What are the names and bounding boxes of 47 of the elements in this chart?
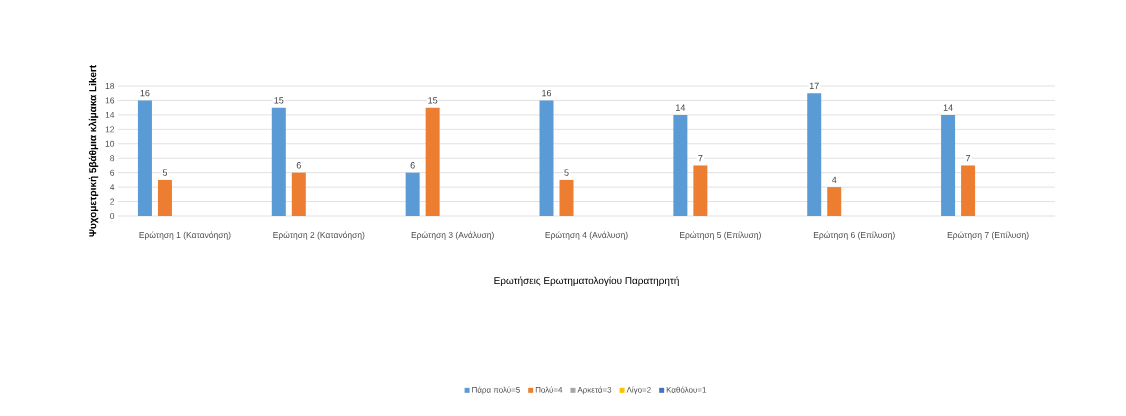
data-label: 15 xyxy=(428,97,438,104)
y-tick-label: 8 xyxy=(110,155,115,162)
data-label: 4 xyxy=(831,176,837,183)
data-label: 17 xyxy=(809,82,819,90)
y-axis-title: Ψυχομετρική 5βάθμια κλίμακα Likert xyxy=(88,65,99,237)
x-tick-label: Ερώτηση 3 (Ανάλυση) xyxy=(411,231,494,240)
y-tick-label: 2 xyxy=(110,198,115,205)
bar xyxy=(961,165,976,216)
data-label: 16 xyxy=(542,89,552,97)
y-tick-label: 12 xyxy=(105,126,115,133)
y-tick-label: 6 xyxy=(110,169,115,176)
bar xyxy=(673,114,688,216)
bar xyxy=(941,114,956,216)
y-tick-label: 14 xyxy=(105,111,115,118)
data-label: 16 xyxy=(140,89,150,97)
x-tick-label: Ερώτηση 7 (Επίλυση) xyxy=(947,231,1029,240)
x-tick-label: Ερώτηση 4 (Ανάλυση) xyxy=(545,231,628,240)
data-label: 14 xyxy=(943,104,953,111)
bar xyxy=(807,93,822,216)
x-tick-label: Ερώτηση 2 (Κατανόηση) xyxy=(273,231,365,240)
bar xyxy=(693,165,708,216)
x-axis-title: Ερωτήσεις Ερωτηματολογίου Παρατηρητή xyxy=(494,276,679,287)
data-label: 6 xyxy=(296,162,301,169)
x-tick-label: Ερώτηση 6 (Επίλυση) xyxy=(813,231,895,240)
bar xyxy=(137,100,152,216)
y-tick-label: 0 xyxy=(110,213,115,219)
y-tick-label: 4 xyxy=(109,184,115,191)
data-label: 6 xyxy=(410,162,415,169)
bar xyxy=(425,107,440,216)
data-label: 7 xyxy=(698,155,703,162)
bar xyxy=(157,179,172,216)
x-tick-label: Ερώτηση 5 (Επίλυση) xyxy=(680,231,761,240)
bar xyxy=(405,172,420,216)
x-tick-label: Ερώτηση 1 (Κατανόηση) xyxy=(139,231,231,240)
bar xyxy=(827,187,842,216)
data-label: 15 xyxy=(274,97,284,104)
data-label: 5 xyxy=(564,169,569,176)
y-tick-label: 18 xyxy=(105,83,115,89)
bar xyxy=(271,107,286,216)
y-tick-label: 16 xyxy=(105,97,115,104)
data-label: 7 xyxy=(966,155,971,162)
bar xyxy=(539,100,554,216)
bar xyxy=(291,172,306,216)
bar xyxy=(559,179,574,216)
y-tick-label: 10 xyxy=(105,140,115,147)
data-label: 5 xyxy=(162,169,168,176)
data-label: 14 xyxy=(676,104,686,111)
